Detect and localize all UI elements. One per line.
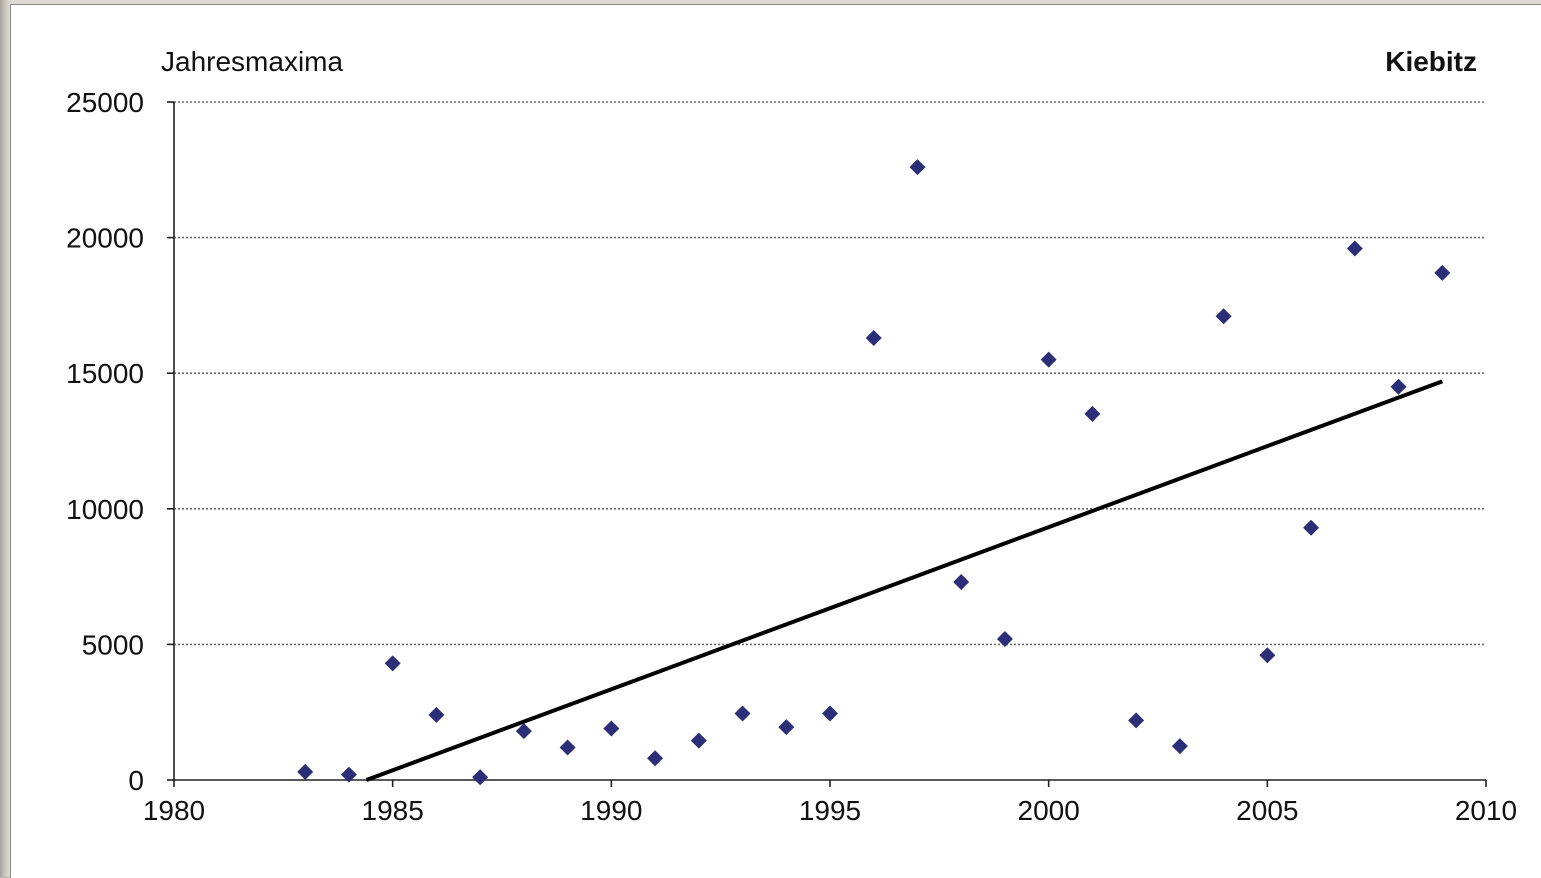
data-point xyxy=(822,705,838,722)
data-point xyxy=(297,763,314,780)
data-point xyxy=(690,732,707,749)
trendline-segment xyxy=(365,379,1443,782)
y-tick-label: 0 xyxy=(128,765,144,796)
data-point xyxy=(865,329,882,346)
trendline xyxy=(365,379,1443,782)
x-tick-label: 2005 xyxy=(1236,795,1298,826)
data-point xyxy=(996,630,1013,647)
data-point xyxy=(1303,519,1320,536)
x-tick-label: 1985 xyxy=(362,795,424,826)
data-point xyxy=(734,705,751,722)
data-points xyxy=(297,159,1451,786)
data-point xyxy=(1346,240,1363,257)
y-tick-label: 20000 xyxy=(66,223,144,254)
y-tick-label: 25000 xyxy=(66,87,144,118)
data-point xyxy=(1128,712,1145,729)
data-point xyxy=(1215,308,1232,325)
chart-title: Kiebitz xyxy=(1385,46,1477,77)
data-point xyxy=(1171,738,1188,755)
x-tick-label: 2000 xyxy=(1018,795,1080,826)
y-tick-label: 5000 xyxy=(82,629,144,660)
y-axis-label: Jahresmaxima xyxy=(161,46,343,77)
data-point xyxy=(778,719,795,736)
data-point xyxy=(647,750,664,767)
x-tick-labels: 1980 1985 1990 1995 2000 2005 2010 xyxy=(143,795,1517,826)
data-point xyxy=(384,655,401,672)
data-point xyxy=(1390,378,1407,395)
data-point xyxy=(340,766,357,783)
data-point xyxy=(472,769,489,786)
data-point xyxy=(1040,351,1057,368)
x-tick-label: 1995 xyxy=(799,795,861,826)
data-point xyxy=(1434,264,1451,281)
x-tick-label: 1990 xyxy=(580,795,642,826)
data-point xyxy=(953,574,970,591)
chart-panel: Jahresmaxima Kiebitz 0 5000 10000 15000 2000… xyxy=(10,4,1541,878)
grid-lines xyxy=(174,101,1486,646)
y-tick-label: 10000 xyxy=(66,494,144,525)
data-point xyxy=(428,706,445,723)
x-tick-label: 2010 xyxy=(1455,795,1517,826)
data-point xyxy=(515,723,532,740)
scatter-chart: Jahresmaxima Kiebitz 0 5000 10000 15000 2000… xyxy=(66,46,1517,826)
x-tick-label: 1980 xyxy=(143,795,205,826)
data-point xyxy=(909,159,926,176)
data-point xyxy=(1259,647,1276,664)
axes xyxy=(167,101,1487,787)
data-point xyxy=(559,739,576,756)
y-tick-label: 15000 xyxy=(66,358,144,389)
data-point xyxy=(1084,405,1101,422)
data-point xyxy=(603,720,620,737)
y-tick-labels: 0 5000 10000 15000 20000 25000 xyxy=(66,87,144,796)
